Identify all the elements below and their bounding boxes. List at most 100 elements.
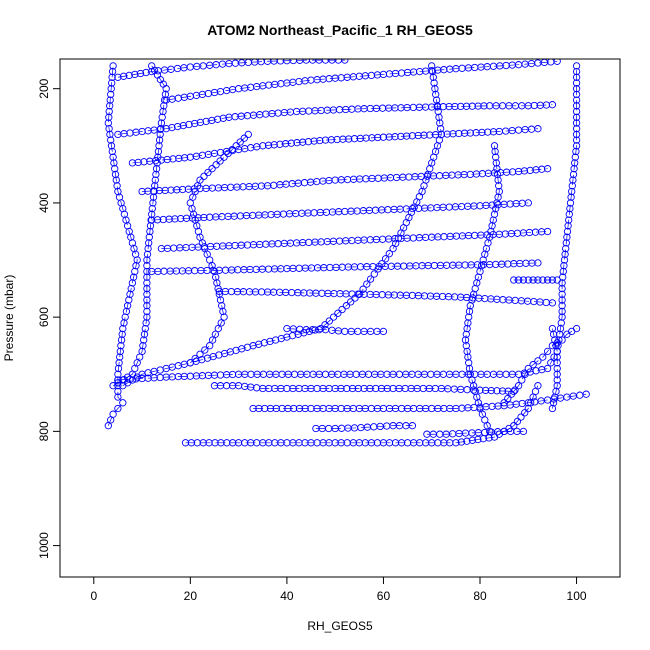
data-point (572, 73, 581, 81)
data-point (150, 187, 158, 195)
data-point (553, 59, 561, 65)
data-point (109, 382, 117, 390)
data-point (560, 262, 568, 270)
data-point (143, 267, 151, 276)
data-point (569, 170, 578, 179)
data-point (123, 302, 132, 310)
data-point (510, 276, 518, 284)
data-point (186, 359, 194, 367)
data-point (143, 250, 152, 258)
x-tick-label: 80 (473, 589, 487, 603)
data-point (383, 384, 391, 393)
data-point (543, 276, 552, 284)
data-point (295, 404, 304, 413)
data-point (253, 384, 261, 392)
data-point (572, 79, 581, 87)
data-point (119, 72, 128, 80)
data-point (548, 324, 557, 333)
data-point (338, 305, 346, 314)
data-point (104, 119, 112, 127)
data-point (488, 222, 496, 230)
chart-title: ATOM2 Northeast_Pacific_1 RH_GEOS5 (207, 22, 473, 38)
series-line (161, 231, 548, 249)
data-point (261, 404, 269, 413)
data-point (117, 336, 126, 344)
series-10 (548, 62, 581, 413)
data-point (236, 138, 244, 146)
data-point (264, 141, 273, 149)
series-line (117, 59, 345, 78)
data-point (217, 439, 225, 447)
series-16 (157, 227, 552, 253)
data-point (571, 153, 579, 161)
series-13 (128, 125, 542, 167)
data-point (317, 324, 325, 333)
data-point (572, 142, 581, 150)
data-point (139, 342, 147, 350)
data-point (563, 233, 571, 241)
data-point (551, 393, 559, 401)
data-point (163, 155, 171, 164)
data-point (366, 275, 375, 283)
data-point (186, 372, 194, 380)
data-point (107, 142, 116, 150)
data-point (159, 215, 167, 224)
data-point (507, 390, 516, 398)
data-point (524, 276, 532, 284)
data-point (217, 319, 225, 327)
data-point (148, 204, 156, 213)
data-point (271, 336, 280, 344)
data-point (433, 103, 442, 111)
data-point (408, 422, 417, 430)
data-point (565, 210, 573, 218)
data-point (199, 439, 207, 447)
data-point (151, 157, 160, 165)
data-point (127, 284, 135, 293)
data-point (305, 238, 313, 247)
data-point (362, 134, 370, 142)
data-point (492, 153, 500, 161)
series-3 (114, 324, 561, 384)
data-point (468, 436, 477, 444)
series-6 (249, 390, 590, 413)
data-point (513, 417, 522, 426)
x-tick-label: 0 (90, 589, 97, 603)
data-point (114, 387, 122, 396)
data-point (494, 176, 502, 184)
data-point (481, 386, 490, 395)
data-point (524, 199, 532, 207)
data-point (534, 259, 542, 267)
data-point (405, 173, 413, 181)
data-point (572, 113, 581, 121)
data-point (119, 324, 127, 333)
data-point (138, 187, 146, 196)
data-point (128, 159, 137, 167)
data-point (108, 67, 117, 76)
series-1 (104, 62, 141, 430)
series-line (112, 65, 167, 386)
data-point (572, 136, 581, 144)
data-point (219, 114, 227, 122)
data-point (182, 214, 191, 222)
data-point (208, 336, 217, 344)
data-point (491, 147, 499, 156)
data-point (468, 102, 476, 110)
data-point (377, 384, 386, 393)
data-point (107, 136, 115, 144)
data-point (143, 279, 151, 287)
data-point (132, 262, 140, 270)
data-point (464, 353, 472, 361)
data-point (553, 370, 561, 378)
data-point (140, 330, 149, 338)
data-point (517, 413, 525, 421)
data-point (492, 159, 500, 167)
series-7 (210, 382, 518, 396)
data-point (518, 376, 526, 384)
data-point (142, 319, 150, 327)
data-point (287, 139, 295, 147)
series-12 (114, 101, 557, 139)
series-5 (181, 382, 542, 447)
data-point (462, 342, 470, 350)
data-point (216, 296, 225, 304)
data-point (305, 107, 313, 115)
